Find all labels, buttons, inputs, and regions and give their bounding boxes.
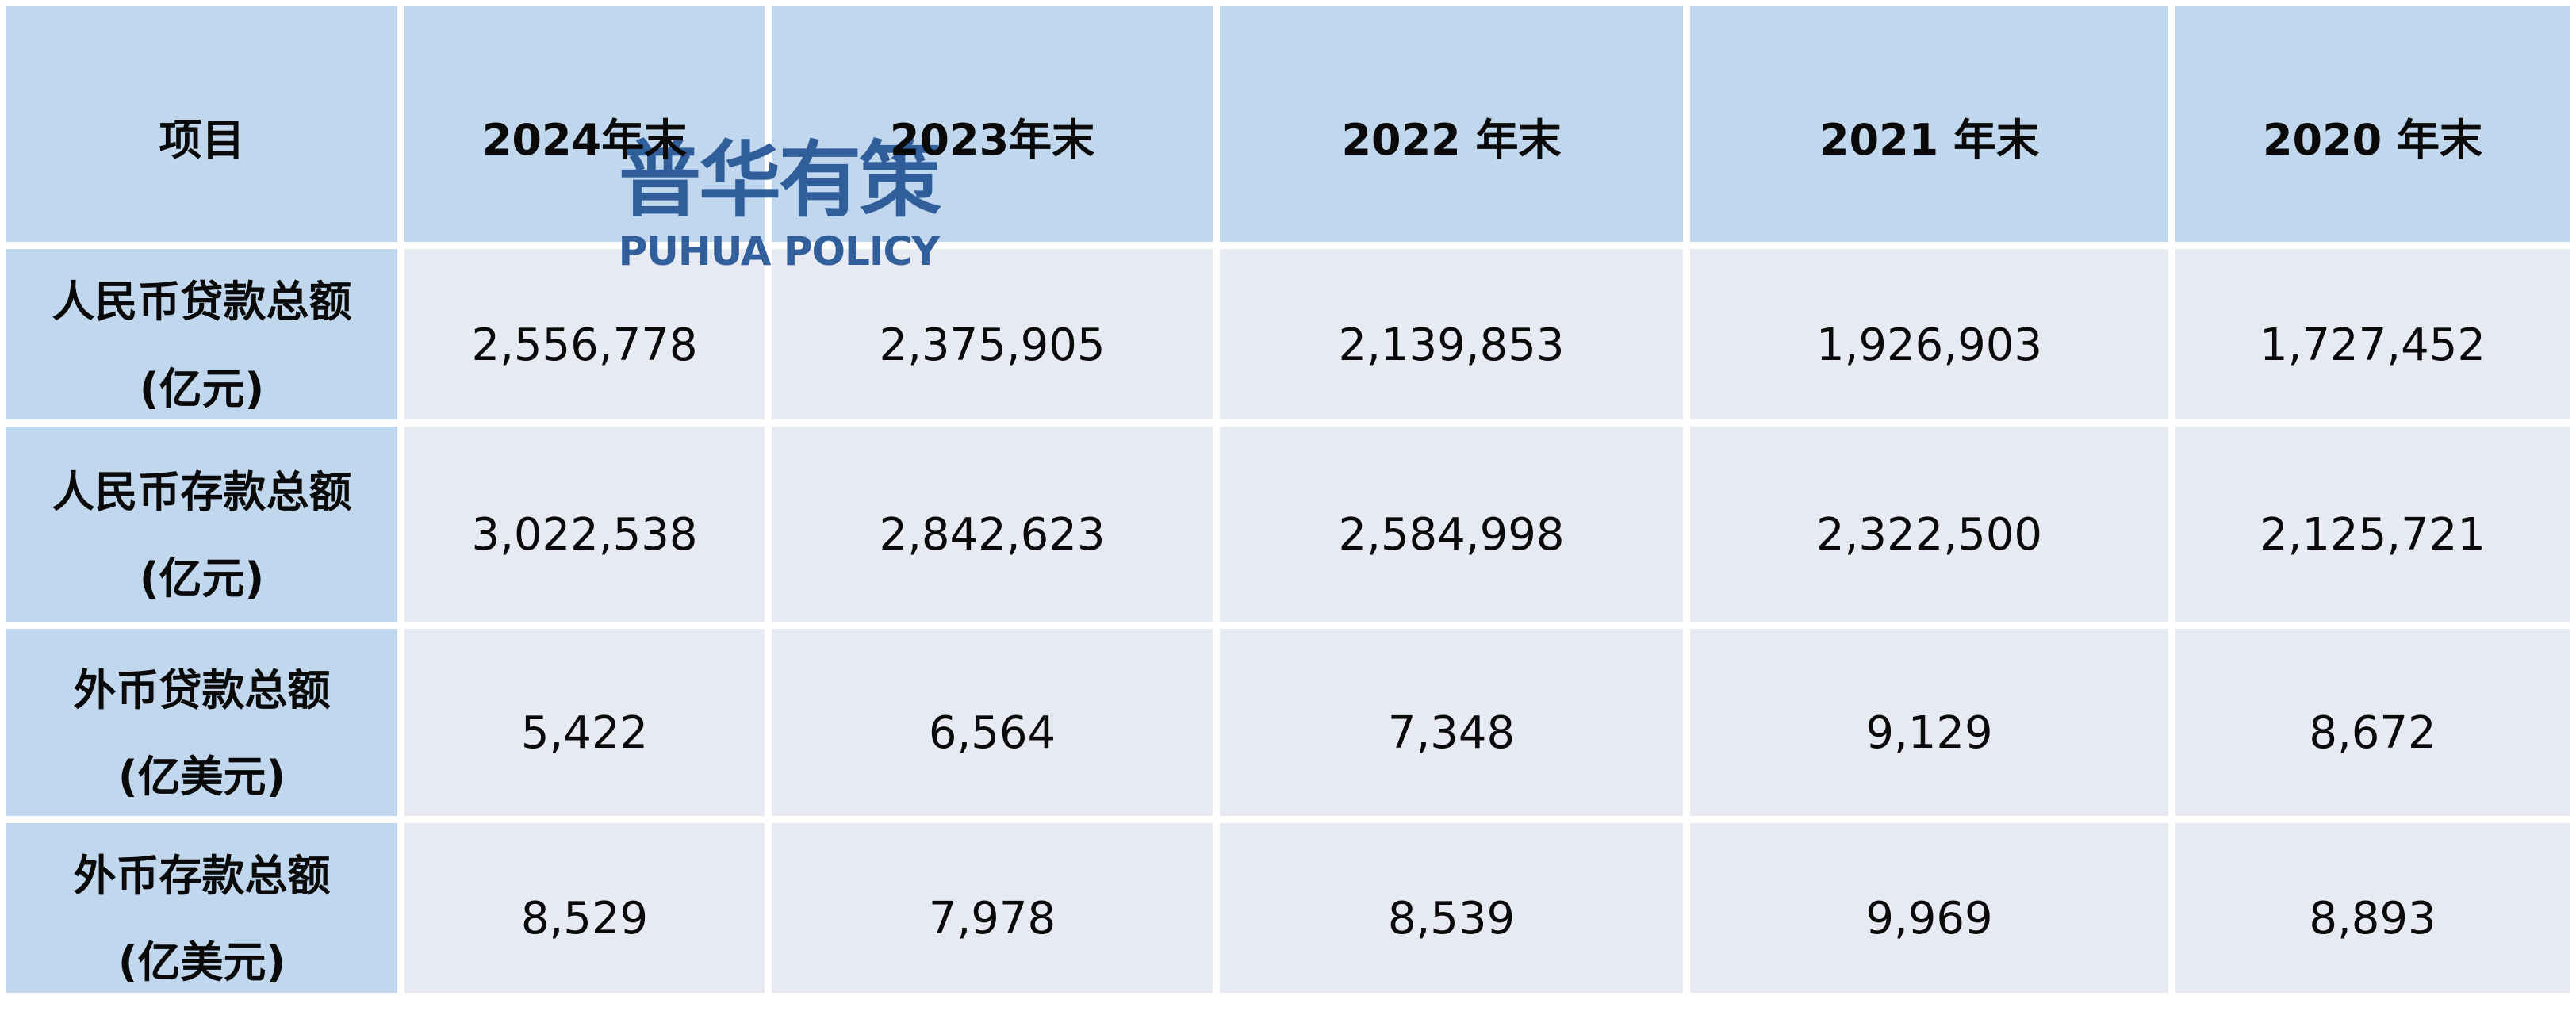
- value-cell: 1,727,452: [2175, 249, 2570, 419]
- value-cell: 7,978: [772, 823, 1213, 993]
- row-label-cell: 人民币贷款总额 (亿元): [6, 249, 397, 419]
- row-label: 人民币贷款总额: [52, 277, 352, 327]
- value-cell: 2,125,721: [2175, 427, 2570, 622]
- row-label: 人民币存款总额: [52, 466, 352, 517]
- value-cell: 2,556,778: [404, 249, 765, 419]
- header-cell-item: 项目: [6, 6, 397, 242]
- row-unit: (亿美元): [117, 937, 286, 987]
- row-label-cell: 外币贷款总额 (亿美元): [6, 629, 397, 816]
- value-cell: 8,672: [2175, 629, 2570, 816]
- value-cell: 8,529: [404, 823, 765, 993]
- row-unit: (亿元): [139, 553, 265, 603]
- value-cell: 7,348: [1220, 629, 1683, 816]
- value-cell: 8,893: [2175, 823, 2570, 993]
- value-cell: 2,584,998: [1220, 427, 1683, 622]
- row-label: 外币存款总额: [73, 850, 331, 901]
- value-cell: 9,129: [1690, 629, 2168, 816]
- header-cell-2021: 2021 年末: [1690, 6, 2168, 242]
- data-table: 项目 2024年末 2023年末 2022 年末 2021 年末 2020 年末…: [6, 6, 2570, 993]
- value-cell: 8,539: [1220, 823, 1683, 993]
- row-unit: (亿元): [139, 363, 265, 414]
- value-cell: 6,564: [772, 629, 1213, 816]
- row-label-cell: 人民币存款总额 (亿元): [6, 427, 397, 622]
- header-cell-2020: 2020 年末: [2175, 6, 2570, 242]
- row-label: 外币贷款总额: [73, 665, 331, 715]
- row-label-cell: 外币存款总额 (亿美元): [6, 823, 397, 993]
- value-cell: 2,375,905: [772, 249, 1213, 419]
- value-cell: 3,022,538: [404, 427, 765, 622]
- value-cell: 5,422: [404, 629, 765, 816]
- header-cell-2023: 2023年末: [772, 6, 1213, 242]
- value-cell: 2,139,853: [1220, 249, 1683, 419]
- header-cell-2024: 2024年末: [404, 6, 765, 242]
- value-cell: 1,926,903: [1690, 249, 2168, 419]
- value-cell: 9,969: [1690, 823, 2168, 993]
- header-cell-2022: 2022 年末: [1220, 6, 1683, 242]
- value-cell: 2,322,500: [1690, 427, 2168, 622]
- row-unit: (亿美元): [117, 752, 286, 802]
- value-cell: 2,842,623: [772, 427, 1213, 622]
